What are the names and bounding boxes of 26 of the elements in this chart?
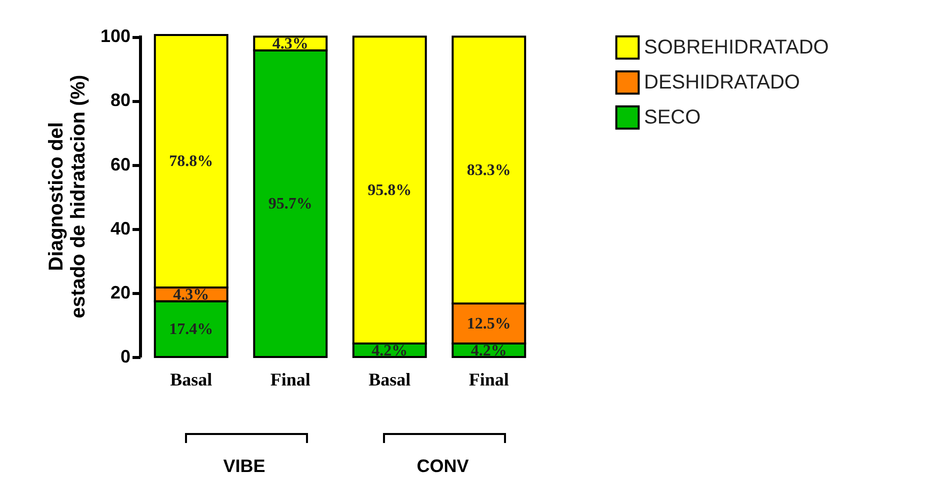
data-label: 4.3% <box>272 35 308 52</box>
data-label: 95.7% <box>268 196 312 213</box>
legend-label: SOBREHIDRATADO <box>644 36 829 58</box>
x-tick-label: Final <box>270 370 310 390</box>
data-label: 4.2% <box>372 342 408 360</box>
data-label: 4.3% <box>173 286 210 304</box>
text: CONV <box>416 456 470 477</box>
y-tick-label: 40 <box>110 218 130 238</box>
y-axis-title: Diagnostico del estado de hidratacion (%) <box>45 74 90 318</box>
data-label: 12.5% <box>466 316 511 333</box>
x-tick-label: Final <box>468 370 509 390</box>
data-label: 78.8% <box>169 153 214 170</box>
data-label: 95.8% <box>368 182 412 200</box>
legend-label: DESHIDRATADO <box>644 72 800 94</box>
y-tick-label: 100 <box>100 26 130 46</box>
data-label: 83.3% <box>466 162 511 180</box>
text: VIBE <box>222 456 266 477</box>
x-tick-label: Basal <box>368 370 411 390</box>
legend-label: SECO <box>644 106 701 128</box>
y-tick-label: 60 <box>110 154 130 174</box>
data-label: 4.2% <box>470 342 507 360</box>
data-label: 17.4% <box>169 321 214 338</box>
y-tick-label: 20 <box>110 282 130 302</box>
y-tick-label: 0 <box>120 346 130 366</box>
x-tick-label: Basal <box>170 370 212 390</box>
y-tick-label: 80 <box>110 90 130 110</box>
